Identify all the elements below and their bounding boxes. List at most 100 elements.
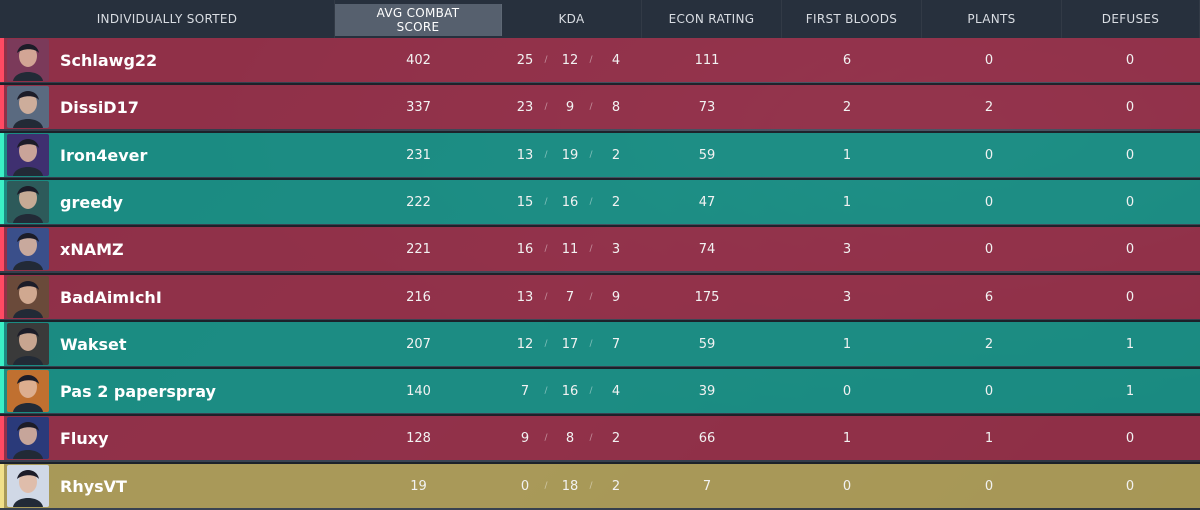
player-name[interactable]: DissiD17: [60, 97, 139, 117]
first-bloods-value: 3: [842, 241, 852, 257]
deaths-value: 11: [561, 241, 579, 257]
econ-rating-value: 73: [698, 99, 716, 115]
kda-separator: /: [544, 55, 548, 65]
team-accent-bar: [0, 227, 4, 271]
acs-value: 337: [406, 99, 431, 115]
agent-portrait-icon: [7, 39, 49, 81]
defuses-value: 0: [1125, 147, 1135, 163]
kda-separator: /: [544, 197, 548, 207]
column-header-player[interactable]: INDIVIDUALLY SORTED: [0, 0, 335, 38]
player-row[interactable]: Pas 2 paperspray 140 7 / 16 / 4 39 0 0 1: [0, 369, 1200, 413]
assists-value: 9: [611, 289, 621, 305]
row-divider: [0, 367, 1200, 369]
kda-separator: /: [544, 339, 548, 349]
column-header-first-bloods[interactable]: FIRST BLOODS: [782, 0, 922, 38]
kda-separator: /: [544, 244, 548, 254]
column-header-kda[interactable]: KDA: [502, 0, 642, 38]
defuses-value: 0: [1125, 99, 1135, 115]
player-row[interactable]: DissiD17 337 23 / 9 / 8 73 2 2 0: [0, 85, 1200, 129]
column-header-defuses[interactable]: DEFUSES: [1062, 0, 1200, 38]
player-name[interactable]: Iron4ever: [60, 145, 148, 165]
row-divider: [0, 131, 1200, 133]
kda-separator: /: [589, 339, 593, 349]
assists-value: 2: [611, 147, 621, 163]
player-name[interactable]: Wakset: [60, 334, 127, 354]
deaths-value: 17: [561, 336, 579, 352]
kills-value: 16: [516, 241, 534, 257]
plants-value: 2: [984, 336, 994, 352]
agent-portrait-icon: [7, 276, 49, 318]
agent-portrait-icon: [7, 465, 49, 507]
row-divider: [0, 83, 1200, 85]
player-row[interactable]: Fluxy 128 9 / 8 / 2 66 1 1 0: [0, 416, 1200, 460]
row-divider: [0, 320, 1200, 322]
player-name[interactable]: Fluxy: [60, 428, 109, 448]
acs-value: 128: [406, 430, 431, 446]
first-bloods-value: 1: [842, 336, 852, 352]
player-name[interactable]: greedy: [60, 192, 123, 212]
plants-value: 0: [984, 383, 994, 399]
assists-value: 2: [611, 478, 621, 494]
acs-value: 402: [406, 52, 431, 68]
acs-value: 207: [406, 336, 431, 352]
kda-separator: /: [589, 481, 593, 491]
kda-separator: /: [589, 197, 593, 207]
kda-separator: /: [544, 150, 548, 160]
plants-value: 2: [984, 99, 994, 115]
column-header-acs[interactable]: AVG COMBAT SCORE: [335, 4, 502, 36]
agent-portrait-icon: [7, 134, 49, 176]
econ-rating-value: 59: [698, 336, 716, 352]
econ-rating-value: 47: [698, 194, 716, 210]
player-name[interactable]: Pas 2 paperspray: [60, 381, 216, 401]
deaths-value: 12: [561, 52, 579, 68]
player-row[interactable]: BadAimIchI 216 13 / 7 / 9 175 3 6 0: [0, 275, 1200, 319]
assists-value: 3: [611, 241, 621, 257]
econ-rating-value: 175: [694, 289, 720, 305]
kda-separator: /: [589, 292, 593, 302]
row-divider: [0, 462, 1200, 464]
player-name[interactable]: RhysVT: [60, 476, 127, 496]
first-bloods-value: 0: [842, 478, 852, 494]
kda-separator: /: [589, 244, 593, 254]
player-row[interactable]: xNAMZ 221 16 / 11 / 3 74 3 0 0: [0, 227, 1200, 271]
kda-separator: /: [544, 292, 548, 302]
player-name[interactable]: BadAimIchI: [60, 287, 162, 307]
kda-separator: /: [589, 150, 593, 160]
column-header-econ[interactable]: ECON RATING: [642, 0, 782, 38]
kda-separator: /: [589, 102, 593, 112]
econ-rating-value: 74: [698, 241, 716, 257]
defuses-value: 0: [1125, 478, 1135, 494]
plants-value: 0: [984, 478, 994, 494]
player-name[interactable]: xNAMZ: [60, 239, 124, 259]
kills-value: 15: [516, 194, 534, 210]
econ-rating-value: 59: [698, 147, 716, 163]
deaths-value: 16: [561, 194, 579, 210]
plants-value: 1: [984, 430, 994, 446]
scoreboard-header: INDIVIDUALLY SORTED AVG COMBAT SCORE KDA…: [0, 0, 1200, 38]
player-row[interactable]: RhysVT 19 0 / 18 / 2 7 0 0 0: [0, 464, 1200, 508]
column-header-plants[interactable]: PLANTS: [922, 0, 1062, 38]
kills-value: 13: [516, 289, 534, 305]
player-row[interactable]: Wakset 207 12 / 17 / 7 59 1 2 1: [0, 322, 1200, 366]
acs-value: 221: [406, 241, 431, 257]
deaths-value: 8: [565, 430, 575, 446]
row-divider: [0, 414, 1200, 416]
player-name[interactable]: Schlawg22: [60, 50, 158, 70]
first-bloods-value: 6: [842, 52, 852, 68]
kda-separator: /: [544, 481, 548, 491]
team-accent-bar: [0, 416, 4, 460]
econ-rating-value: 111: [694, 52, 720, 68]
plants-value: 6: [984, 289, 994, 305]
first-bloods-value: 0: [842, 383, 852, 399]
player-row[interactable]: Schlawg22 402 25 / 12 / 4 111 6 0 0: [0, 38, 1200, 82]
player-row[interactable]: greedy 222 15 / 16 / 2 47 1 0 0: [0, 180, 1200, 224]
assists-value: 8: [611, 99, 621, 115]
player-row[interactable]: Iron4ever 231 13 / 19 / 2 59 1 0 0: [0, 133, 1200, 177]
kills-value: 25: [516, 52, 534, 68]
kda-separator: /: [589, 433, 593, 443]
kda-separator: /: [589, 55, 593, 65]
kills-value: 13: [516, 147, 534, 163]
deaths-value: 9: [565, 99, 575, 115]
deaths-value: 19: [561, 147, 579, 163]
